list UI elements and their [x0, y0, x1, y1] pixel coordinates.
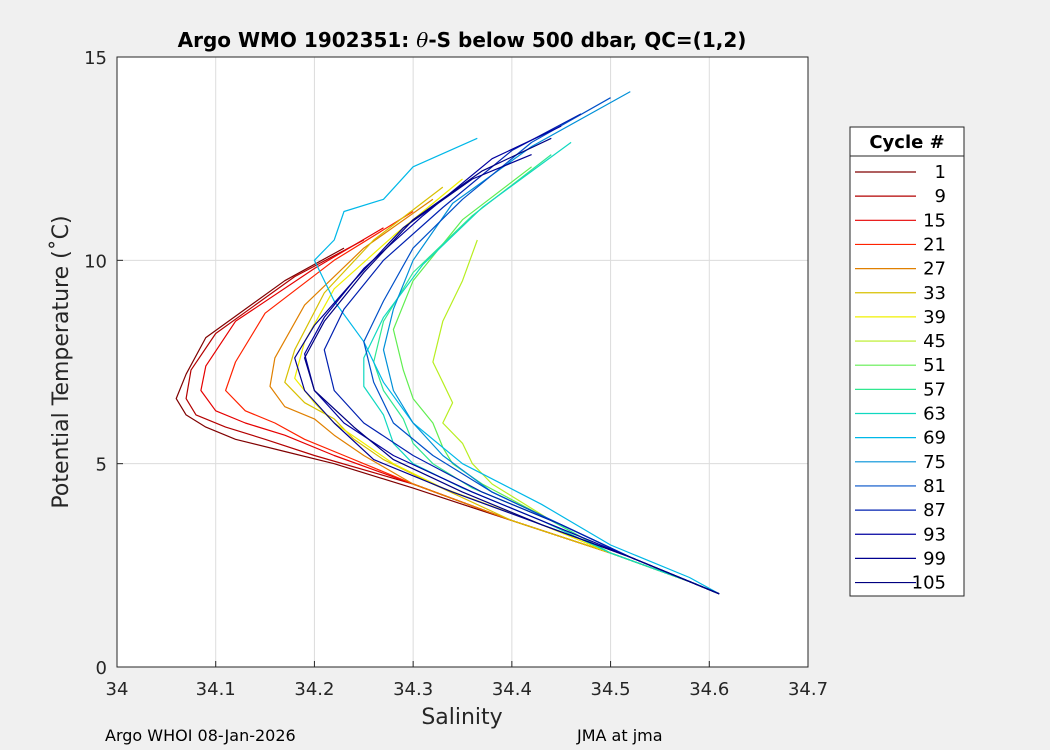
x-tick-label: 34.7 — [788, 679, 828, 700]
legend: Cycle # 1 9 15 21 27 33 39 45 51 57 63 69 75 81 87 93 99… — [849, 126, 965, 597]
x-tick-label: 34.4 — [492, 679, 532, 700]
legend-entry-label: 45 — [923, 331, 946, 352]
title-theta-symbol: θ — [416, 28, 428, 52]
legend-box — [849, 126, 965, 597]
legend-entry-label: 75 — [923, 452, 946, 473]
x-tick-label: 34.5 — [591, 679, 631, 700]
legend-entry-label: 51 — [923, 355, 946, 376]
y-tick-label: 5 — [96, 455, 107, 476]
legend-entry-label: 9 — [935, 186, 946, 207]
x-tick-label: 34.3 — [393, 679, 433, 700]
y-tick-label: 0 — [96, 658, 107, 679]
x-tick-label: 34.1 — [196, 679, 236, 700]
series-line-14 — [323, 113, 720, 595]
legend-entry-label: 21 — [923, 234, 946, 255]
title-suffix: -S below 500 dbar, QC=(1,2) — [428, 28, 746, 52]
series-line-17 — [304, 137, 720, 595]
x-tick-label: 34.6 — [689, 679, 729, 700]
legend-entry-label: 15 — [923, 210, 946, 231]
series-group — [175, 91, 720, 595]
chart-title: Argo WMO 1902351: θ-S below 500 dbar, QC… — [178, 28, 747, 52]
y-tick-label: 15 — [84, 48, 107, 69]
legend-entry-label: 93 — [923, 524, 946, 545]
y-tick-labels: 0 5 10 15 — [84, 48, 107, 679]
plot-frame — [116, 56, 809, 668]
x-axis-label: Salinity — [421, 705, 502, 730]
series-line-9 — [373, 154, 720, 595]
plot-background — [117, 57, 808, 667]
x-tick-label: 34.2 — [294, 679, 334, 700]
y-tick-label: 10 — [84, 251, 107, 272]
series-line-6 — [294, 178, 720, 595]
series-line-10 — [363, 141, 720, 595]
legend-entry-label: 39 — [923, 307, 946, 328]
x-tick-label: 34 — [106, 679, 129, 700]
footer-left-text: Argo WHOI 08-Jan-2026 — [105, 726, 296, 745]
legend-title: Cycle # — [869, 132, 944, 153]
legend-entry-label: 99 — [923, 548, 946, 569]
legend-entry-label: 1 — [935, 162, 946, 183]
legend-entry-label: 69 — [923, 428, 946, 449]
legend-entry-label: 105 — [912, 573, 946, 594]
footer-right-text: JMA at jma — [577, 726, 663, 745]
x-tick-labels: 34 34.1 34.2 34.3 34.4 34.5 34.6 34.7 — [106, 679, 828, 700]
y-axis-label: Potential Temperature (˚C) — [49, 215, 74, 508]
legend-entry-label: 33 — [923, 283, 946, 304]
legend-entry-label: 63 — [923, 404, 946, 425]
legend-entry-label: 81 — [923, 476, 946, 497]
legend-entry-label: 87 — [923, 500, 946, 521]
title-prefix: Argo WMO 1902351: — [178, 28, 417, 52]
legend-entry-label: 57 — [923, 379, 946, 400]
legend-items: 1 9 15 21 27 33 39 45 51 57 63 69 75 81 87 93 99 105 — [855, 162, 946, 594]
legend-entry-label: 27 — [923, 259, 946, 280]
